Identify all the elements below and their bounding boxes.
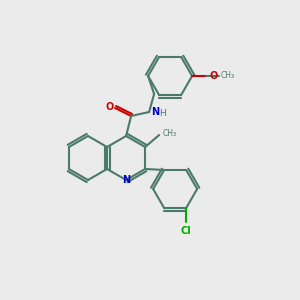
Text: CH₃: CH₃ <box>162 128 176 137</box>
Text: N: N <box>122 175 130 185</box>
Text: CH₃: CH₃ <box>221 71 235 80</box>
Text: O: O <box>209 71 218 81</box>
Text: Cl: Cl <box>181 226 191 236</box>
Text: O: O <box>106 102 114 112</box>
Text: N: N <box>151 107 159 117</box>
Text: H: H <box>159 109 166 118</box>
